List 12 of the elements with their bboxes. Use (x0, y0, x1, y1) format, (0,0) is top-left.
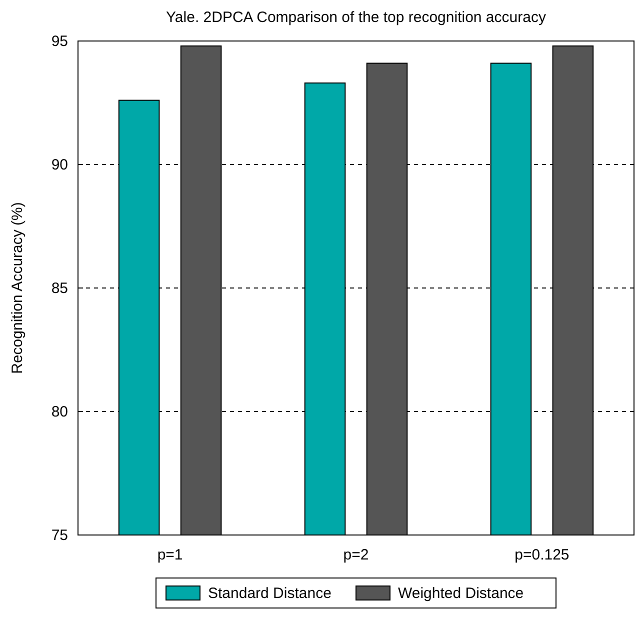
chart-title: Yale. 2DPCA Comparison of the top recognition accuracy (166, 9, 546, 26)
legend-label: Standard Distance (208, 585, 332, 602)
x-tick-label: p=0.125 (514, 546, 570, 564)
y-tick-label: 90 (51, 156, 68, 174)
y-axis-title: Recognition Accuracy (%) (9, 202, 26, 374)
x-tick-label: p=1 (157, 546, 183, 564)
y-tick-label: 85 (51, 280, 68, 297)
y-tick-label: 95 (51, 32, 68, 50)
legend-label: Weighted Distance (398, 585, 524, 602)
y-tick-label: 75 (51, 526, 68, 544)
x-tick-label: p=2 (343, 546, 369, 564)
y-tick-label: 80 (51, 403, 68, 420)
